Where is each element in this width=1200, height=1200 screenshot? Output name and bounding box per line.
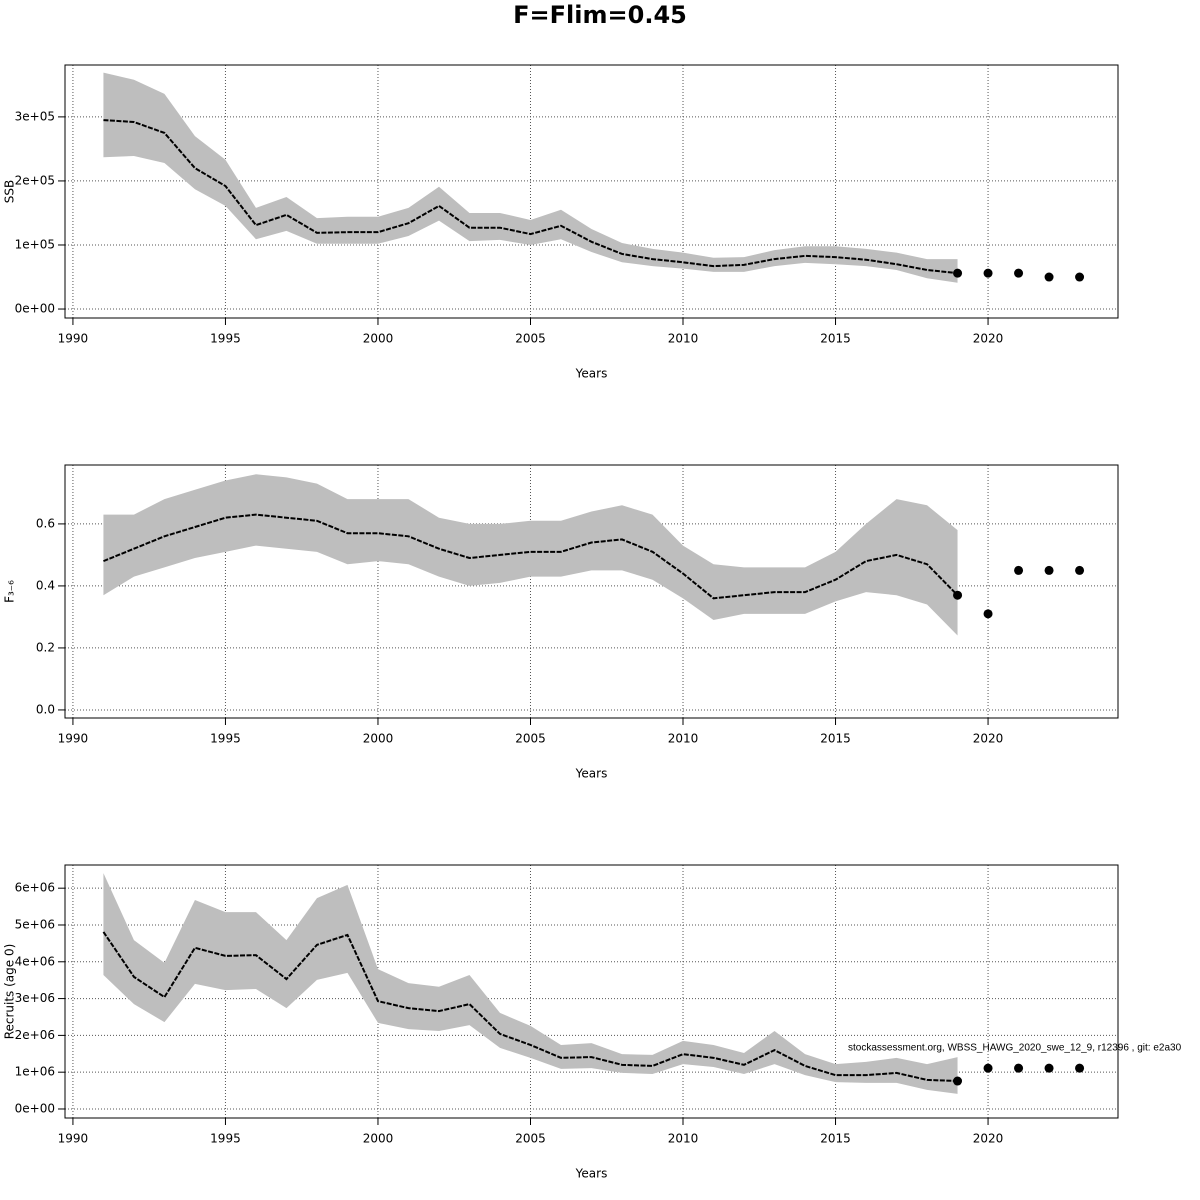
plot-frame <box>64 464 1119 719</box>
y-tick-label: 0e+00 <box>15 1101 55 1115</box>
y-tick-label: 2e+05 <box>15 173 55 187</box>
x-tick-label: 1995 <box>210 732 241 746</box>
x-tick-label: 1990 <box>58 732 89 746</box>
forecast-point <box>953 590 963 600</box>
y-tick-label: 0.6 <box>36 516 55 530</box>
x-tick-label: 2020 <box>973 332 1004 346</box>
x-tick-label: 1995 <box>210 332 241 346</box>
y-tick-label: 3e+05 <box>15 109 55 123</box>
x-tick-label: 2010 <box>668 1132 699 1146</box>
forecast-point <box>1075 1063 1085 1073</box>
y-tick-label: 0.0 <box>36 702 55 716</box>
estimate-line <box>102 931 958 1083</box>
x-tick-label: 2005 <box>515 1132 546 1146</box>
x-tick-label: 2005 <box>515 732 546 746</box>
y-tick-label: 1e+06 <box>15 1065 55 1079</box>
estimate-line <box>103 119 958 275</box>
x-tick-label: 1990 <box>58 332 89 346</box>
x-tick-label: 2010 <box>668 732 699 746</box>
x-tick-label: 2020 <box>973 732 1004 746</box>
forecast-point <box>983 268 993 278</box>
y-axis-label: F₃₋₆ <box>3 580 17 603</box>
x-tick-label: 2015 <box>820 732 851 746</box>
confidence-band <box>103 873 958 1094</box>
x-tick-label: 2000 <box>363 332 394 346</box>
x-tick-label: 2015 <box>820 332 851 346</box>
forecast-point <box>953 268 963 278</box>
forecast-point <box>1014 565 1024 575</box>
forecast-point <box>1044 565 1054 575</box>
forecast-point <box>953 1076 963 1086</box>
y-tick-label: 1e+05 <box>15 237 55 251</box>
forecast-point <box>983 609 993 619</box>
y-tick-label: 0.4 <box>36 578 55 592</box>
plot-frame <box>64 64 1119 319</box>
forecast-point <box>1044 272 1054 282</box>
x-tick-label: 2005 <box>515 332 546 346</box>
forecast-point <box>1014 268 1024 278</box>
x-tick-label: 2000 <box>363 732 394 746</box>
x-tick-label: 2015 <box>820 1132 851 1146</box>
y-tick-label: 5e+06 <box>15 917 55 931</box>
forecast-point <box>1075 565 1085 575</box>
confidence-band <box>103 474 958 636</box>
confidence-band <box>103 72 958 283</box>
y-tick-label: 4e+06 <box>15 954 55 968</box>
estimate-line <box>103 513 959 600</box>
plot-frame <box>64 864 1119 1119</box>
x-axis-label: Years <box>575 367 608 381</box>
y-tick-label: 2e+06 <box>15 1028 55 1042</box>
forecast-point <box>1044 1063 1054 1073</box>
footnote: stockassessment.org, WBSS_HAWG_2020_swe_… <box>848 1043 1182 1054</box>
x-tick-label: 2000 <box>363 1132 394 1146</box>
forecast-point <box>983 1063 993 1073</box>
y-tick-label: 0e+00 <box>15 302 55 316</box>
y-axis-label: Recruits (age 0) <box>3 944 17 1040</box>
x-axis-label: Years <box>575 1167 608 1181</box>
y-axis-label: SSB <box>3 180 17 203</box>
x-tick-label: 2020 <box>973 1132 1004 1146</box>
forecast-point <box>1014 1063 1024 1073</box>
forecast-point <box>1075 272 1085 282</box>
y-tick-label: 0.2 <box>36 640 55 654</box>
chart-title: F=Flim=0.45 <box>513 1 687 29</box>
x-tick-label: 1995 <box>210 1132 241 1146</box>
y-tick-label: 6e+06 <box>15 881 55 895</box>
y-tick-label: 3e+06 <box>15 991 55 1005</box>
x-axis-label: Years <box>575 767 608 781</box>
x-tick-label: 1990 <box>58 1132 89 1146</box>
x-tick-label: 2010 <box>668 332 699 346</box>
